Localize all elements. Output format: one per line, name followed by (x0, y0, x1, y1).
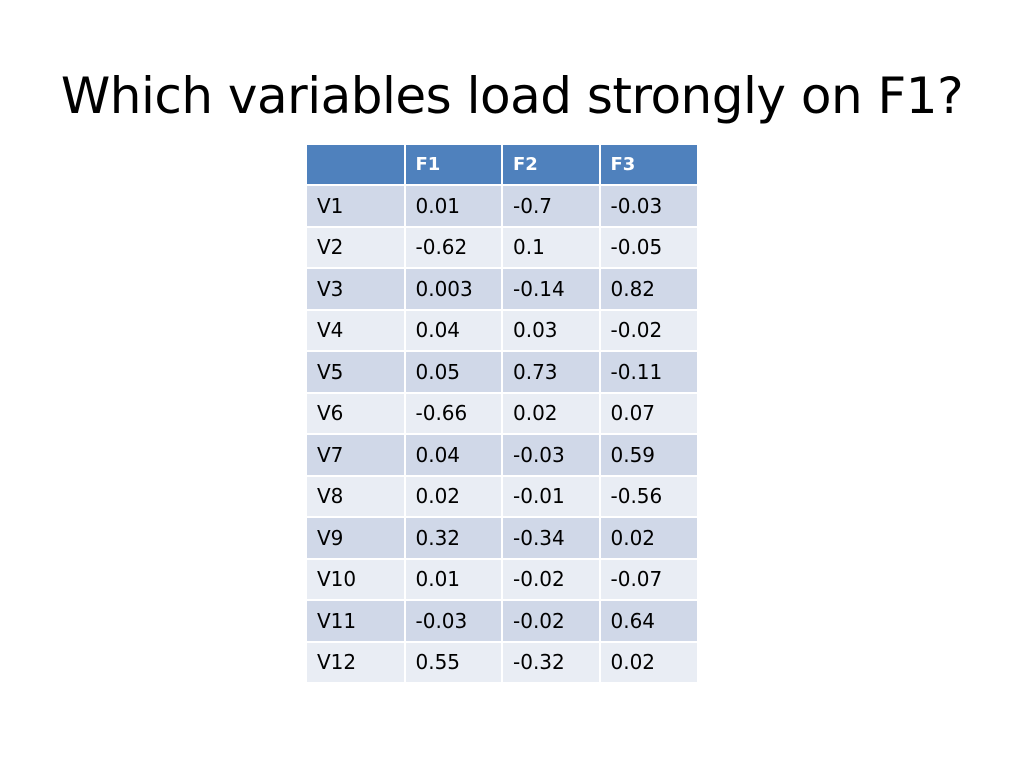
table-row: V7 0.04 -0.03 0.59 (307, 434, 697, 477)
variable-cell: V1 (307, 185, 406, 228)
variable-cell: V6 (307, 392, 406, 435)
f3-cell: -0.02 (599, 309, 697, 352)
f2-cell: -0.01 (502, 475, 601, 518)
variable-cell: V2 (307, 226, 406, 269)
table-row: V6 -0.66 0.02 0.07 (307, 392, 697, 435)
table-row: V8 0.02 -0.01 -0.56 (307, 475, 697, 518)
f2-cell: 0.03 (502, 309, 601, 352)
variable-cell: V8 (307, 475, 406, 518)
f3-cell: 0.02 (599, 517, 697, 560)
variable-cell: V10 (307, 558, 406, 601)
f2-cell: 0.1 (502, 226, 601, 269)
table-row: V1 0.01 -0.7 -0.03 (307, 185, 697, 228)
f2-cell: 0.02 (502, 392, 601, 435)
f3-cell: 0.02 (599, 641, 697, 684)
f2-cell: -0.02 (502, 558, 601, 601)
f3-cell: 0.82 (599, 268, 697, 311)
f2-cell: -0.03 (502, 434, 601, 477)
f3-cell: 0.59 (599, 434, 697, 477)
variable-cell: V5 (307, 351, 406, 394)
f2-cell: -0.14 (502, 268, 601, 311)
f1-cell: 0.55 (404, 641, 503, 684)
variable-cell: V9 (307, 517, 406, 560)
f2-cell: -0.7 (502, 185, 601, 228)
table-row: V10 0.01 -0.02 -0.07 (307, 558, 697, 601)
slide-title: Which variables load strongly on F1? (60, 67, 964, 125)
f1-cell: -0.62 (404, 226, 503, 269)
f3-cell: 0.64 (599, 600, 697, 643)
f2-cell: -0.34 (502, 517, 601, 560)
f3-cell: -0.56 (599, 475, 697, 518)
table-row: V4 0.04 0.03 -0.02 (307, 309, 697, 352)
f3-cell: -0.05 (599, 226, 697, 269)
f1-cell: 0.32 (404, 517, 503, 560)
f2-cell: 0.73 (502, 351, 601, 394)
variable-cell: V3 (307, 268, 406, 311)
f3-cell: 0.07 (599, 392, 697, 435)
table-row: V5 0.05 0.73 -0.11 (307, 351, 697, 394)
f1-cell: 0.05 (404, 351, 503, 394)
variable-cell: V4 (307, 309, 406, 352)
f3-cell: -0.03 (599, 185, 697, 228)
table-row: V11 -0.03 -0.02 0.64 (307, 600, 697, 643)
header-cell-f1: F1 (404, 145, 503, 186)
header-cell-variable (307, 145, 406, 186)
f1-cell: -0.03 (404, 600, 503, 643)
f2-cell: -0.32 (502, 641, 601, 684)
f1-cell: 0.02 (404, 475, 503, 518)
variable-cell: V12 (307, 641, 406, 684)
table-row: V12 0.55 -0.32 0.02 (307, 641, 697, 684)
f1-cell: 0.04 (404, 309, 503, 352)
f1-cell: -0.66 (404, 392, 503, 435)
f1-cell: 0.01 (404, 558, 503, 601)
loadings-table: F1 F2 F3 V1 0.01 -0.7 -0.03 V2 -0.62 0.1… (307, 145, 697, 684)
header-cell-f2: F2 (502, 145, 601, 186)
f1-cell: 0.003 (404, 268, 503, 311)
table-header-row: F1 F2 F3 (307, 145, 697, 186)
f3-cell: -0.11 (599, 351, 697, 394)
header-cell-f3: F3 (599, 145, 697, 186)
table-row: V2 -0.62 0.1 -0.05 (307, 226, 697, 269)
f1-cell: 0.01 (404, 185, 503, 228)
f3-cell: -0.07 (599, 558, 697, 601)
table-row: V9 0.32 -0.34 0.02 (307, 517, 697, 560)
table-row: V3 0.003 -0.14 0.82 (307, 268, 697, 311)
variable-cell: V7 (307, 434, 406, 477)
variable-cell: V11 (307, 600, 406, 643)
f2-cell: -0.02 (502, 600, 601, 643)
f1-cell: 0.04 (404, 434, 503, 477)
